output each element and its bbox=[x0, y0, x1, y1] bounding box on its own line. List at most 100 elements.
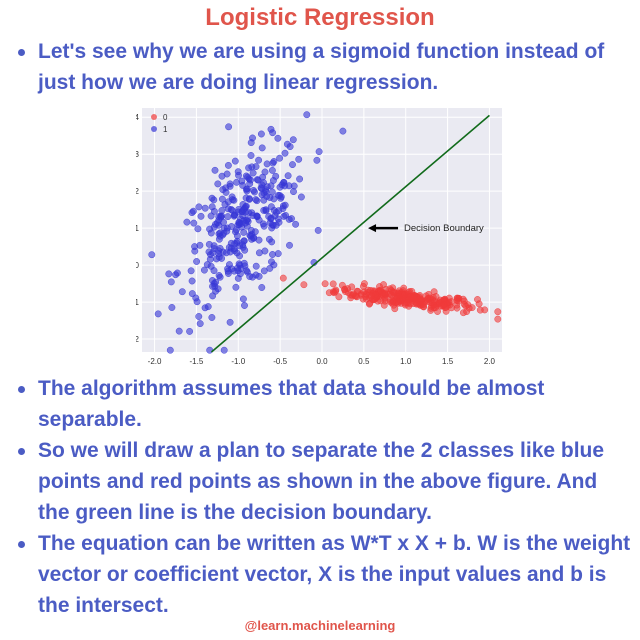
class-0-point bbox=[494, 308, 502, 316]
class-1-point bbox=[234, 274, 242, 282]
class-0-point bbox=[416, 298, 424, 306]
class-1-point bbox=[286, 241, 293, 249]
class-1-point bbox=[260, 189, 268, 197]
class-1-point bbox=[263, 160, 271, 168]
bullet-text: So we will draw a plan to separate the 2… bbox=[38, 439, 605, 524]
class-1-point bbox=[267, 182, 275, 190]
class-0-point bbox=[350, 290, 358, 298]
scatter-chart: Decision Boundary 0 1 -2.0 -1.5 -1.0 -0.5 0.… bbox=[132, 106, 504, 368]
class-1-point bbox=[295, 155, 303, 163]
class-1-point bbox=[220, 346, 228, 354]
x-tick-label: -1.5 bbox=[190, 357, 204, 366]
class-1-point bbox=[248, 235, 256, 243]
class-1-point bbox=[243, 267, 250, 275]
class-1-point bbox=[286, 143, 294, 151]
bullet-text: The algorithm assumes that data should b… bbox=[38, 377, 545, 431]
class-1-point bbox=[285, 215, 293, 223]
class-1-point bbox=[232, 283, 240, 291]
class-1-point bbox=[227, 206, 235, 213]
class-0-point bbox=[453, 294, 461, 302]
class-1-point bbox=[255, 156, 263, 164]
class-1-point bbox=[242, 219, 249, 227]
class-1-point bbox=[292, 220, 300, 228]
class-1-point bbox=[201, 304, 209, 312]
class-0-point bbox=[348, 283, 356, 291]
class-1-point bbox=[284, 172, 292, 180]
x-tick-label: -1.0 bbox=[231, 357, 245, 366]
decision-boundary-line bbox=[210, 114, 490, 353]
class-0-point bbox=[279, 274, 287, 282]
class-1-point bbox=[266, 264, 274, 272]
scatter-chart-svg: Decision Boundary 0 1 -2.0 -1.5 -1.0 -0.5 0.… bbox=[132, 108, 502, 366]
class-1-point bbox=[193, 258, 201, 265]
class-0-point bbox=[494, 315, 502, 323]
class-1-point bbox=[223, 224, 231, 232]
class-1-point bbox=[258, 144, 266, 152]
class-1-point bbox=[252, 262, 260, 270]
class-0-point bbox=[474, 296, 481, 303]
class-1-point bbox=[269, 129, 277, 137]
class-1-point bbox=[255, 216, 263, 224]
class-1-point bbox=[215, 253, 223, 261]
class-1-point bbox=[216, 244, 224, 252]
class-1-point bbox=[268, 238, 276, 246]
class-1-point bbox=[296, 175, 304, 183]
class-1-point bbox=[257, 130, 265, 138]
class-0-point bbox=[365, 300, 373, 308]
class-1-point bbox=[205, 240, 213, 248]
class-1-point bbox=[274, 134, 282, 142]
y-tick-label: -1 bbox=[136, 298, 140, 307]
class-1-point bbox=[229, 196, 237, 204]
class-1-point bbox=[223, 170, 231, 178]
class-1-point bbox=[258, 181, 266, 189]
class-1-point bbox=[255, 249, 263, 257]
class-0-point bbox=[440, 300, 448, 308]
class-1-point bbox=[248, 209, 256, 217]
class-1-point bbox=[224, 213, 232, 221]
arrow-head-icon bbox=[368, 224, 377, 233]
class-1-point bbox=[269, 251, 276, 258]
class-1-point bbox=[196, 320, 204, 328]
class-1-point bbox=[208, 194, 216, 202]
class-1-point bbox=[187, 267, 195, 275]
x-tick-label: -0.5 bbox=[273, 357, 287, 366]
class-1-point bbox=[289, 161, 296, 169]
class-1-point bbox=[188, 209, 196, 217]
bullet-item: So we will draw a plan to separate the 2… bbox=[8, 435, 632, 528]
class-1-point bbox=[222, 184, 230, 192]
class-1-point bbox=[233, 249, 241, 257]
class-1-point bbox=[249, 134, 256, 142]
class-1-point bbox=[285, 182, 293, 190]
x-tick-label: 1.5 bbox=[442, 357, 454, 366]
class-1-point bbox=[275, 218, 283, 226]
class-1-point bbox=[208, 203, 216, 211]
class-1-point bbox=[245, 195, 253, 203]
class-1-point bbox=[178, 288, 186, 296]
class-1-point bbox=[267, 214, 275, 222]
class-1-point bbox=[297, 193, 305, 201]
intro-bullet-list: Let's see why we are using a sigmoid fun… bbox=[8, 36, 632, 98]
legend-label-1: 1 bbox=[163, 125, 168, 134]
class-1-point bbox=[339, 127, 347, 135]
class-1-point bbox=[203, 261, 211, 269]
class-1-point bbox=[315, 148, 323, 156]
class-0-point bbox=[329, 280, 337, 288]
class-1-point bbox=[196, 241, 204, 249]
class-1-point bbox=[227, 239, 235, 247]
class-1-point bbox=[246, 273, 254, 280]
class-0-point bbox=[321, 280, 329, 288]
class-1-point bbox=[241, 302, 248, 309]
class-1-point bbox=[252, 163, 260, 171]
class-1-point bbox=[281, 149, 289, 157]
class-1-point bbox=[218, 195, 226, 203]
class-1-point bbox=[314, 226, 322, 234]
class-1-point bbox=[235, 260, 243, 268]
legend-marker-1 bbox=[151, 126, 157, 132]
class-1-point bbox=[214, 180, 222, 188]
class-1-point bbox=[276, 192, 284, 199]
y-tick-label: 1 bbox=[136, 224, 140, 233]
class-0-point bbox=[377, 286, 384, 294]
class-1-point bbox=[259, 220, 267, 228]
explanation-bullet-list: The algorithm assumes that data should b… bbox=[8, 373, 632, 621]
y-tick-label: 0 bbox=[136, 261, 140, 270]
